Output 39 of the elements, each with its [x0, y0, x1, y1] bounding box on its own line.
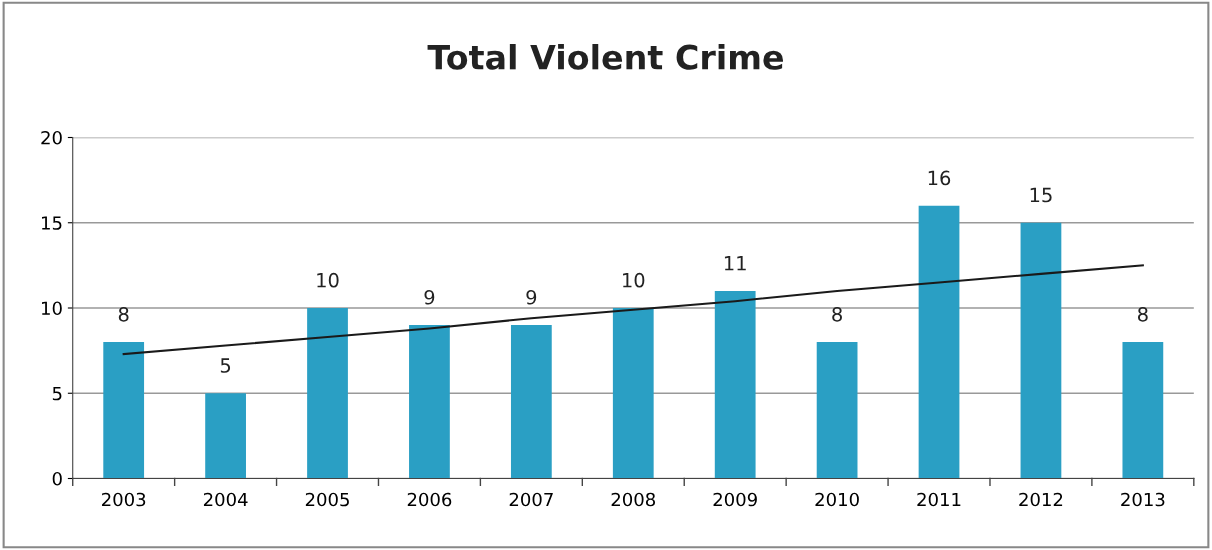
data-label: 11	[724, 256, 746, 271]
data-label: 8	[118, 306, 129, 322]
bar	[103, 342, 145, 479]
x-tick-label: 2007	[509, 492, 553, 507]
data-label: 5	[220, 358, 231, 373]
y-tick-label: 15	[42, 216, 62, 230]
y-tick-label: 0	[52, 471, 62, 486]
data-label: 9	[526, 289, 537, 305]
data-label: 15	[1030, 187, 1052, 203]
bar	[205, 393, 246, 479]
bar	[307, 308, 348, 479]
y-tick-label: 10	[42, 301, 62, 316]
bar	[714, 290, 756, 479]
y-tick-label: 20	[41, 130, 62, 145]
data-label: 9	[424, 289, 435, 305]
data-label: 10	[623, 272, 645, 288]
data-label: 8	[1137, 306, 1148, 322]
data-label: 8	[832, 306, 842, 322]
bar	[612, 308, 654, 479]
x-tick-label: 2013	[1121, 492, 1165, 507]
x-tick-label: 2005	[305, 492, 349, 507]
y-tick-label: 5	[52, 386, 62, 401]
x-tick-label: 2003	[102, 492, 146, 507]
bar	[1020, 222, 1062, 479]
x-tick-label: 2009	[713, 492, 757, 507]
x-tick-label: 2008	[611, 492, 656, 507]
bar	[918, 205, 960, 479]
bar	[409, 325, 450, 479]
x-tick-label: 2011	[917, 492, 961, 507]
chart-title: Total Violent Crime	[427, 44, 783, 70]
bar	[816, 342, 858, 479]
bar	[1122, 342, 1164, 479]
data-label: 10	[317, 272, 339, 288]
x-tick-label: 2004	[203, 492, 248, 507]
x-tick-label: 2010	[815, 492, 859, 507]
x-tick-label: 2012	[1019, 492, 1063, 507]
x-tick-label: 2006	[407, 492, 452, 507]
data-label: 16	[928, 170, 951, 186]
bar	[510, 325, 552, 479]
